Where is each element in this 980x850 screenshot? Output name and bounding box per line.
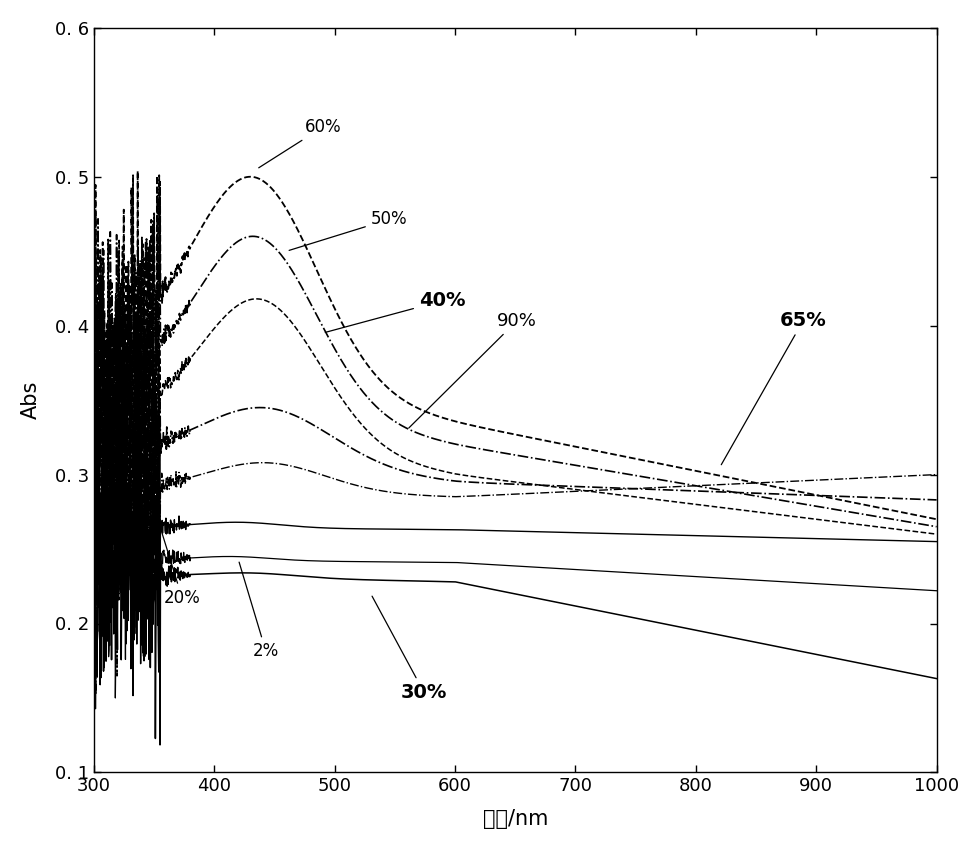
Text: 20%: 20% bbox=[161, 530, 201, 607]
Text: 65%: 65% bbox=[721, 310, 827, 465]
Y-axis label: Abs: Abs bbox=[21, 381, 41, 419]
Text: 60%: 60% bbox=[259, 118, 341, 167]
X-axis label: 波长/nm: 波长/nm bbox=[482, 809, 548, 829]
Text: 90%: 90% bbox=[409, 312, 537, 428]
Text: 50%: 50% bbox=[289, 211, 408, 251]
Text: 40%: 40% bbox=[325, 292, 466, 332]
Text: 30%: 30% bbox=[372, 596, 447, 702]
Text: 2%: 2% bbox=[239, 562, 279, 660]
